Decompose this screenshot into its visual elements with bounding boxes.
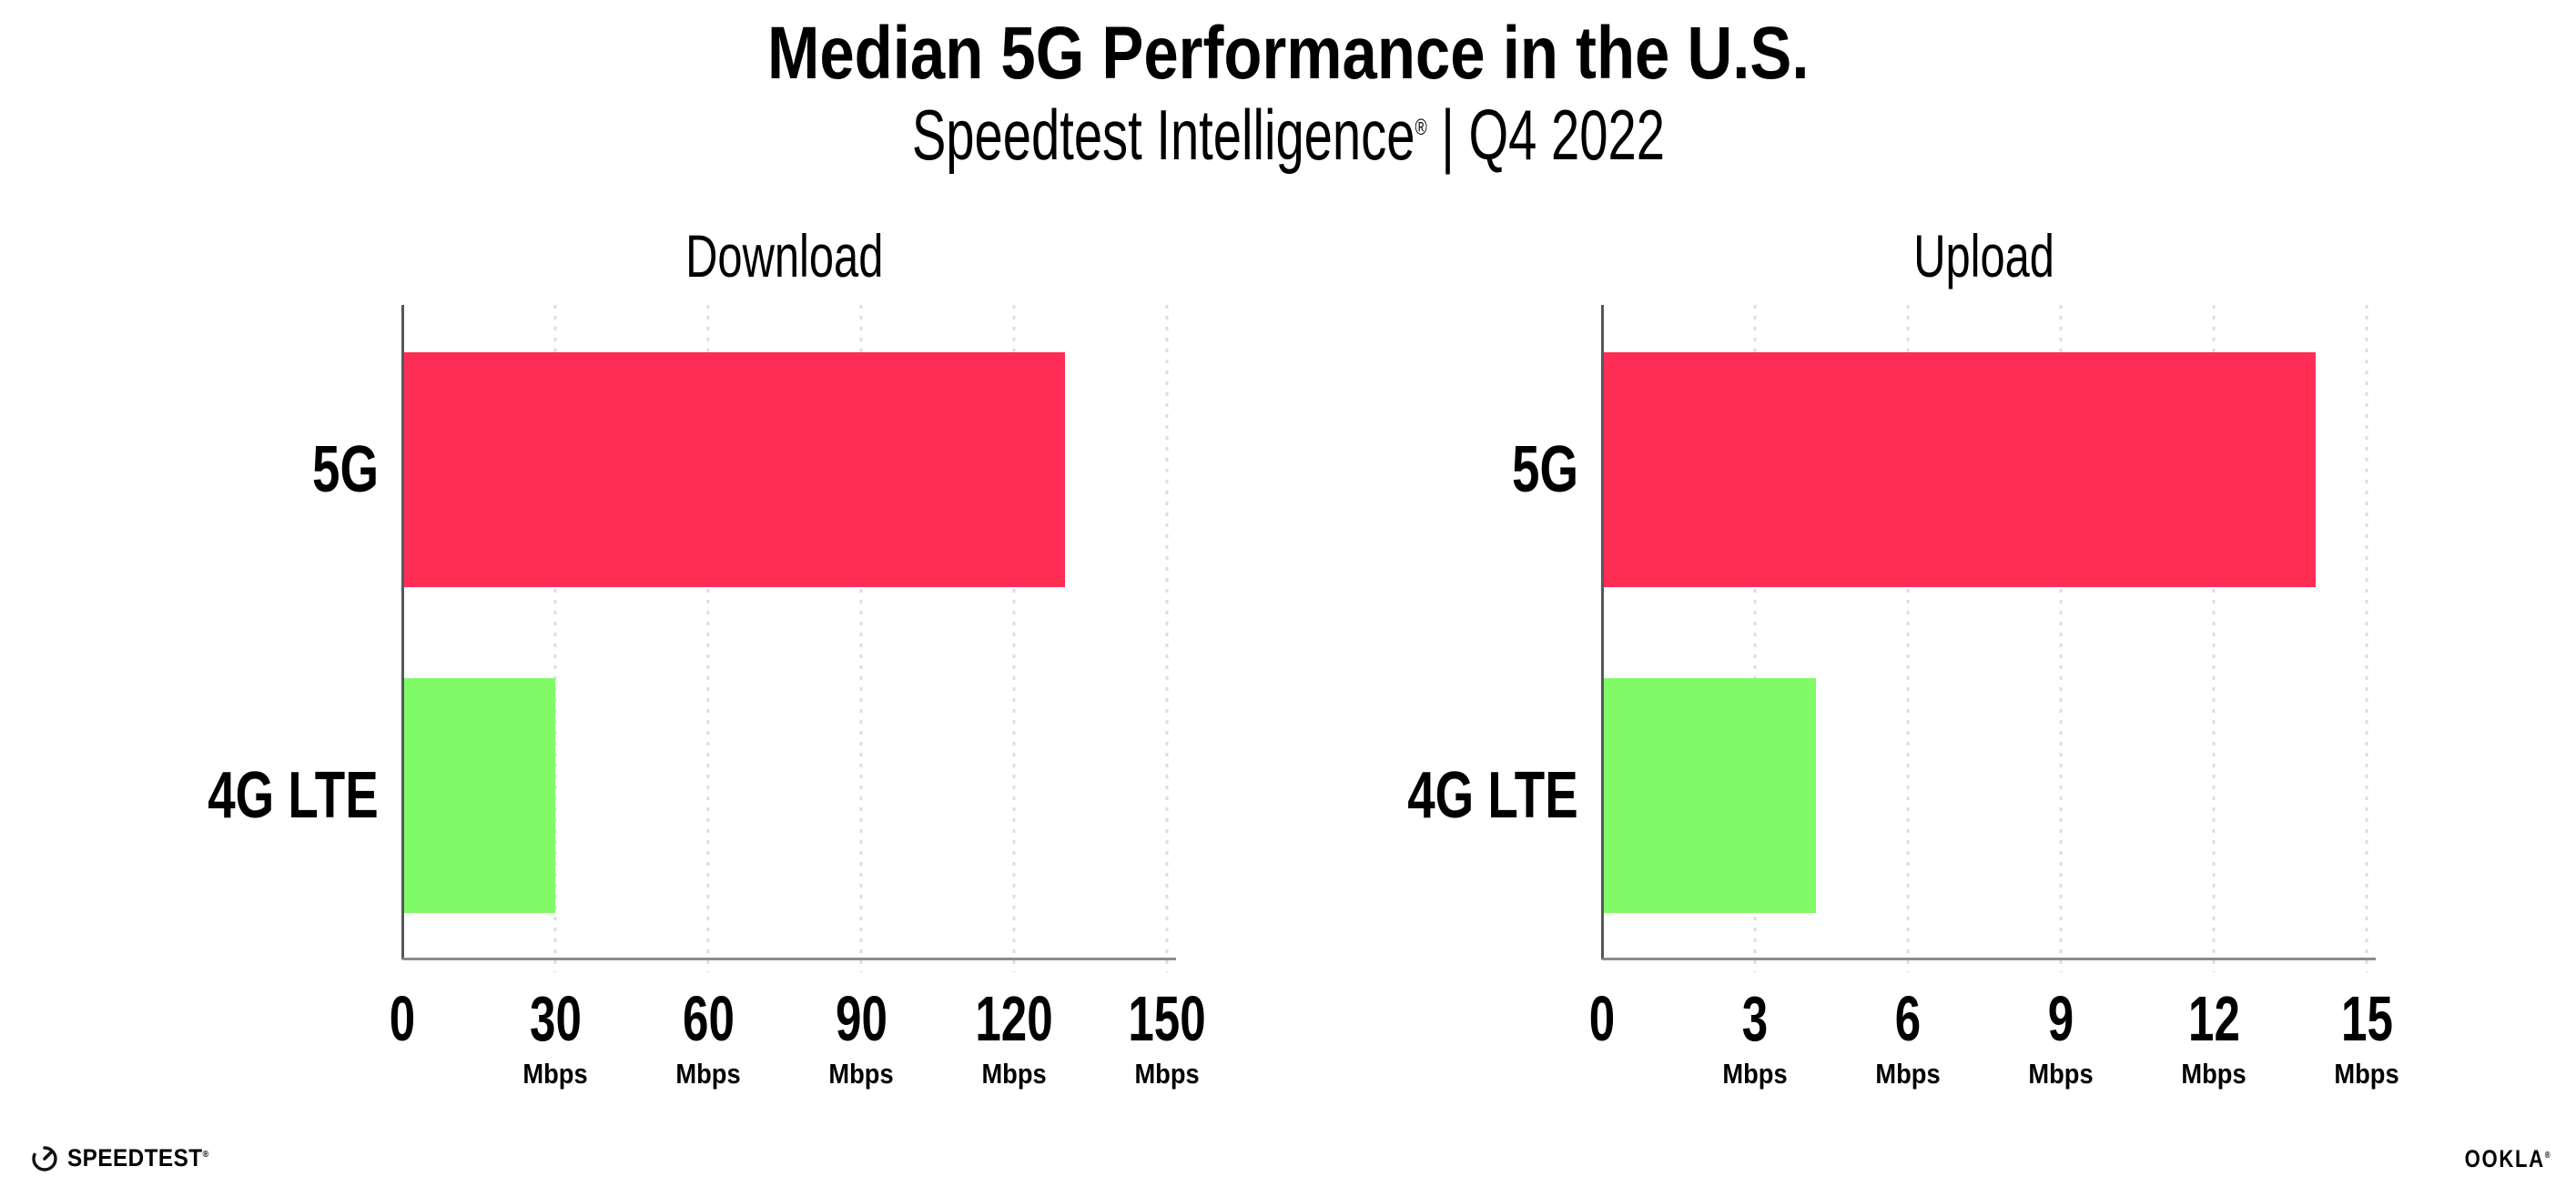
- download-bar-4g-lte: [402, 678, 555, 913]
- download-bar-5g: [402, 352, 1065, 587]
- upload-bar-5g: [1602, 352, 2316, 587]
- upload-category-label-5g: 5G: [1512, 433, 1578, 506]
- page-title: Median 5G Performance in the U.S.: [0, 0, 2576, 93]
- registered-trademark-icon: ®: [1415, 115, 1427, 141]
- download-category-label-4g-lte: 4G LTE: [208, 759, 379, 832]
- download-category-label-5g: 5G: [312, 433, 379, 506]
- speedtest-gauge-icon: [32, 1146, 57, 1172]
- upload-tick-15: 15 Mbps: [2334, 983, 2399, 1090]
- download-tick-30: 30 Mbps: [522, 983, 588, 1090]
- upload-category-label-4g-lte: 4G LTE: [1407, 759, 1578, 832]
- ookla-logo: OOKLA®: [2446, 1147, 2551, 1172]
- gridline: [859, 305, 863, 972]
- upload-x-axis: [1602, 958, 2376, 960]
- gridline: [1753, 305, 1757, 972]
- gridline: [2365, 305, 2368, 972]
- download-y-axis: [401, 305, 404, 959]
- gridline: [2212, 305, 2216, 972]
- page-subtitle-text: Speedtest Intelligence® | Q4 2022: [911, 95, 1665, 176]
- speedtest-logo: SPEEDTEST®: [30, 1143, 225, 1172]
- upload-chart-title: Upload: [1913, 222, 2055, 289]
- subtitle-period: | Q4 2022: [1426, 95, 1665, 176]
- upload-tick-0: 0: [1588, 983, 1616, 1054]
- download-tick-150: 150 Mbps: [1128, 983, 1206, 1090]
- download-tick-90: 90 Mbps: [828, 983, 894, 1090]
- ookla-wordmark: OOKLA®: [2464, 1145, 2551, 1172]
- registered-trademark-icon: ®: [202, 1149, 209, 1160]
- download-x-axis: [402, 958, 1176, 960]
- gridline: [1012, 305, 1016, 972]
- header: Median 5G Performance in the U.S. Speedt…: [0, 0, 2576, 173]
- gridline: [553, 305, 557, 972]
- download-tick-0: 0: [389, 983, 416, 1054]
- page-title-text: Median 5G Performance in the U.S.: [766, 12, 1810, 95]
- registered-trademark-icon: ®: [2545, 1151, 2551, 1161]
- gridline: [1906, 305, 1910, 972]
- speedtest-wordmark: SPEEDTEST®: [67, 1143, 209, 1172]
- gridline: [1165, 305, 1169, 972]
- download-chart-title: Download: [685, 222, 884, 289]
- subtitle-brand: Speedtest Intelligence: [911, 95, 1415, 176]
- upload-plot-area: 0 3 Mbps 6 Mbps 9 Mbps 12 Mbps 15 Mbps: [1589, 305, 2399, 1088]
- upload-tick-6: 6 Mbps: [1875, 983, 1941, 1090]
- upload-tick-12: 12 Mbps: [2181, 983, 2246, 1090]
- download-plot-area: 0 30 Mbps 60 Mbps 90 Mbps 120 Mbps 150 M…: [390, 305, 1206, 1088]
- gridline: [706, 305, 710, 972]
- upload-tick-3: 3 Mbps: [1722, 983, 1788, 1090]
- upload-bar-4g-lte: [1602, 678, 1817, 913]
- gridline: [2059, 305, 2063, 972]
- download-tick-60: 60 Mbps: [675, 983, 741, 1090]
- download-tick-120: 120 Mbps: [975, 983, 1053, 1090]
- upload-tick-9: 9 Mbps: [2028, 983, 2094, 1090]
- upload-y-axis: [1601, 305, 1604, 959]
- page-subtitle: Speedtest Intelligence® | Q4 2022: [0, 95, 2576, 176]
